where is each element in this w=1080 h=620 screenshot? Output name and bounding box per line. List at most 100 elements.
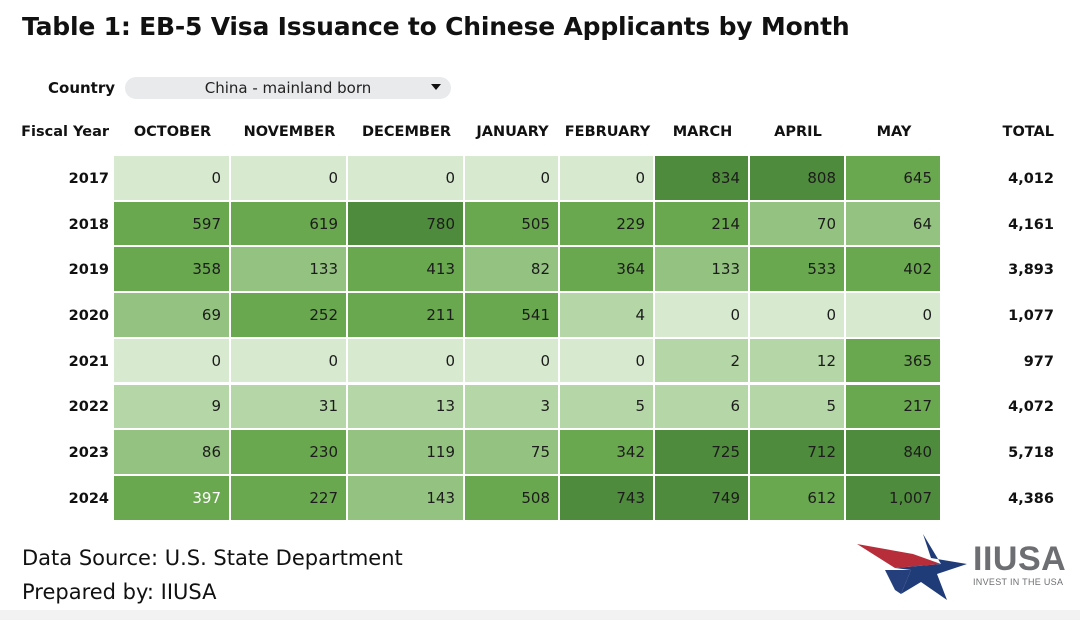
row-total: 1,077 [1008, 307, 1054, 324]
heatmap-cell: 712 [750, 430, 846, 476]
row-header-fiscal-year: Fiscal Year [21, 124, 109, 140]
heatmap-cell: 0 [348, 156, 465, 202]
heatmap-cell: 508 [465, 475, 560, 522]
heatmap-cell: 13 [348, 384, 465, 431]
heatmap-cell: 3 [465, 384, 560, 431]
heatmap-cell: 31 [231, 384, 348, 431]
heatmap-cell: 612 [750, 475, 846, 522]
heatmap-cell: 749 [655, 475, 750, 522]
heatmap-cell: 0 [655, 293, 750, 339]
heatmap-cell: 397 [114, 475, 231, 522]
heatmap-cell: 364 [560, 247, 655, 294]
heatmap-cell: 645 [846, 156, 942, 202]
row-label-year: 2018 [68, 216, 109, 233]
heatmap-cell: 143 [348, 475, 465, 522]
heatmap-cell: 217 [846, 384, 942, 431]
heatmap-cell: 229 [560, 201, 655, 248]
heatmap-cell: 119 [348, 430, 465, 476]
heatmap-cell: 0 [465, 338, 560, 385]
page-bottom-bar [0, 610, 1080, 620]
row-total: 4,072 [1008, 399, 1054, 416]
column-header: NOVEMBER [243, 124, 336, 140]
heatmap-cell: 840 [846, 430, 942, 476]
heatmap-cell: 834 [655, 156, 750, 202]
row-total: 4,012 [1008, 170, 1054, 187]
row-total: 3,893 [1008, 262, 1054, 279]
chart-title: Table 1: EB-5 Visa Issuance to Chinese A… [22, 12, 850, 41]
column-header: MAY [876, 124, 912, 140]
column-header: DECEMBER [361, 124, 452, 140]
row-label-year: 2024 [68, 490, 109, 507]
heatmap-cell: 69 [114, 293, 231, 339]
heatmap-cell: 0 [114, 156, 231, 202]
heatmap-cell: 808 [750, 156, 846, 202]
heatmap-cell: 0 [231, 338, 348, 385]
column-header: MARCH [672, 124, 733, 140]
heatmap-cell: 402 [846, 247, 942, 294]
heatmap-cell: 0 [560, 156, 655, 202]
heatmap-cell: 0 [114, 338, 231, 385]
heatmap-cell: 252 [231, 293, 348, 339]
heatmap-cell: 0 [560, 338, 655, 385]
heatmap-cell: 12 [750, 338, 846, 385]
column-header-total: TOTAL [1002, 124, 1054, 140]
chevron-down-icon [431, 84, 441, 90]
heatmap-cell: 4 [560, 293, 655, 339]
heatmap-cell: 227 [231, 475, 348, 522]
heatmap-cell: 0 [231, 156, 348, 202]
country-dropdown[interactable]: China - mainland born [125, 77, 451, 99]
logo-wordmark: IIUSA [973, 540, 1067, 578]
heatmap-cell: 86 [114, 430, 231, 476]
heatmap-cell: 597 [114, 201, 231, 248]
heatmap-cell: 5 [560, 384, 655, 431]
row-total: 977 [1023, 353, 1054, 370]
heatmap-cell: 0 [348, 338, 465, 385]
heatmap-cell: 82 [465, 247, 560, 294]
heatmap-cell: 725 [655, 430, 750, 476]
heatmap-cell: 342 [560, 430, 655, 476]
prepared-by-note: Prepared by: IIUSA [22, 580, 217, 604]
heatmap-cell: 0 [846, 293, 942, 339]
heatmap-cell: 533 [750, 247, 846, 294]
heatmap-cell: 133 [655, 247, 750, 294]
column-header: APRIL [774, 124, 822, 140]
heatmap-cell: 413 [348, 247, 465, 294]
row-total: 4,386 [1008, 490, 1054, 507]
heatmap-cell: 214 [655, 201, 750, 248]
row-label-year: 2022 [68, 399, 109, 416]
row-label-year: 2021 [68, 353, 109, 370]
heatmap-cell: 5 [750, 384, 846, 431]
iiusa-logo-icon [857, 534, 967, 600]
heatmap-cell: 505 [465, 201, 560, 248]
heatmap-cell: 365 [846, 338, 942, 385]
heatmap-cell: 0 [750, 293, 846, 339]
heatmap-cell: 619 [231, 201, 348, 248]
data-source-note: Data Source: U.S. State Department [22, 546, 403, 570]
heatmap-cell: 9 [114, 384, 231, 431]
heatmap-cell: 743 [560, 475, 655, 522]
heatmap-cell: 0 [465, 156, 560, 202]
row-label-year: 2019 [68, 262, 109, 279]
row-label-year: 2017 [68, 170, 109, 187]
heatmap-cell: 64 [846, 201, 942, 248]
row-total: 4,161 [1008, 216, 1054, 233]
heatmap-cell: 358 [114, 247, 231, 294]
column-header: JANUARY [476, 124, 549, 140]
heatmap-cell: 211 [348, 293, 465, 339]
heatmap-cell: 2 [655, 338, 750, 385]
heatmap-cell: 75 [465, 430, 560, 476]
heatmap-cell: 230 [231, 430, 348, 476]
column-header: OCTOBER [133, 124, 212, 140]
heatmap-cell: 133 [231, 247, 348, 294]
heatmap-cell: 70 [750, 201, 846, 248]
country-dropdown-value: China - mainland born [204, 79, 372, 97]
row-label-year: 2023 [68, 445, 109, 462]
heatmap-cell: 6 [655, 384, 750, 431]
heatmap-cell: 1,007 [846, 475, 942, 522]
country-filter-label: Country [48, 79, 116, 97]
row-total: 5,718 [1008, 445, 1054, 462]
row-label-year: 2020 [68, 307, 109, 324]
heatmap-cell: 780 [348, 201, 465, 248]
heatmap-cell: 541 [465, 293, 560, 339]
logo-tagline: INVEST IN THE USA [973, 577, 1064, 587]
